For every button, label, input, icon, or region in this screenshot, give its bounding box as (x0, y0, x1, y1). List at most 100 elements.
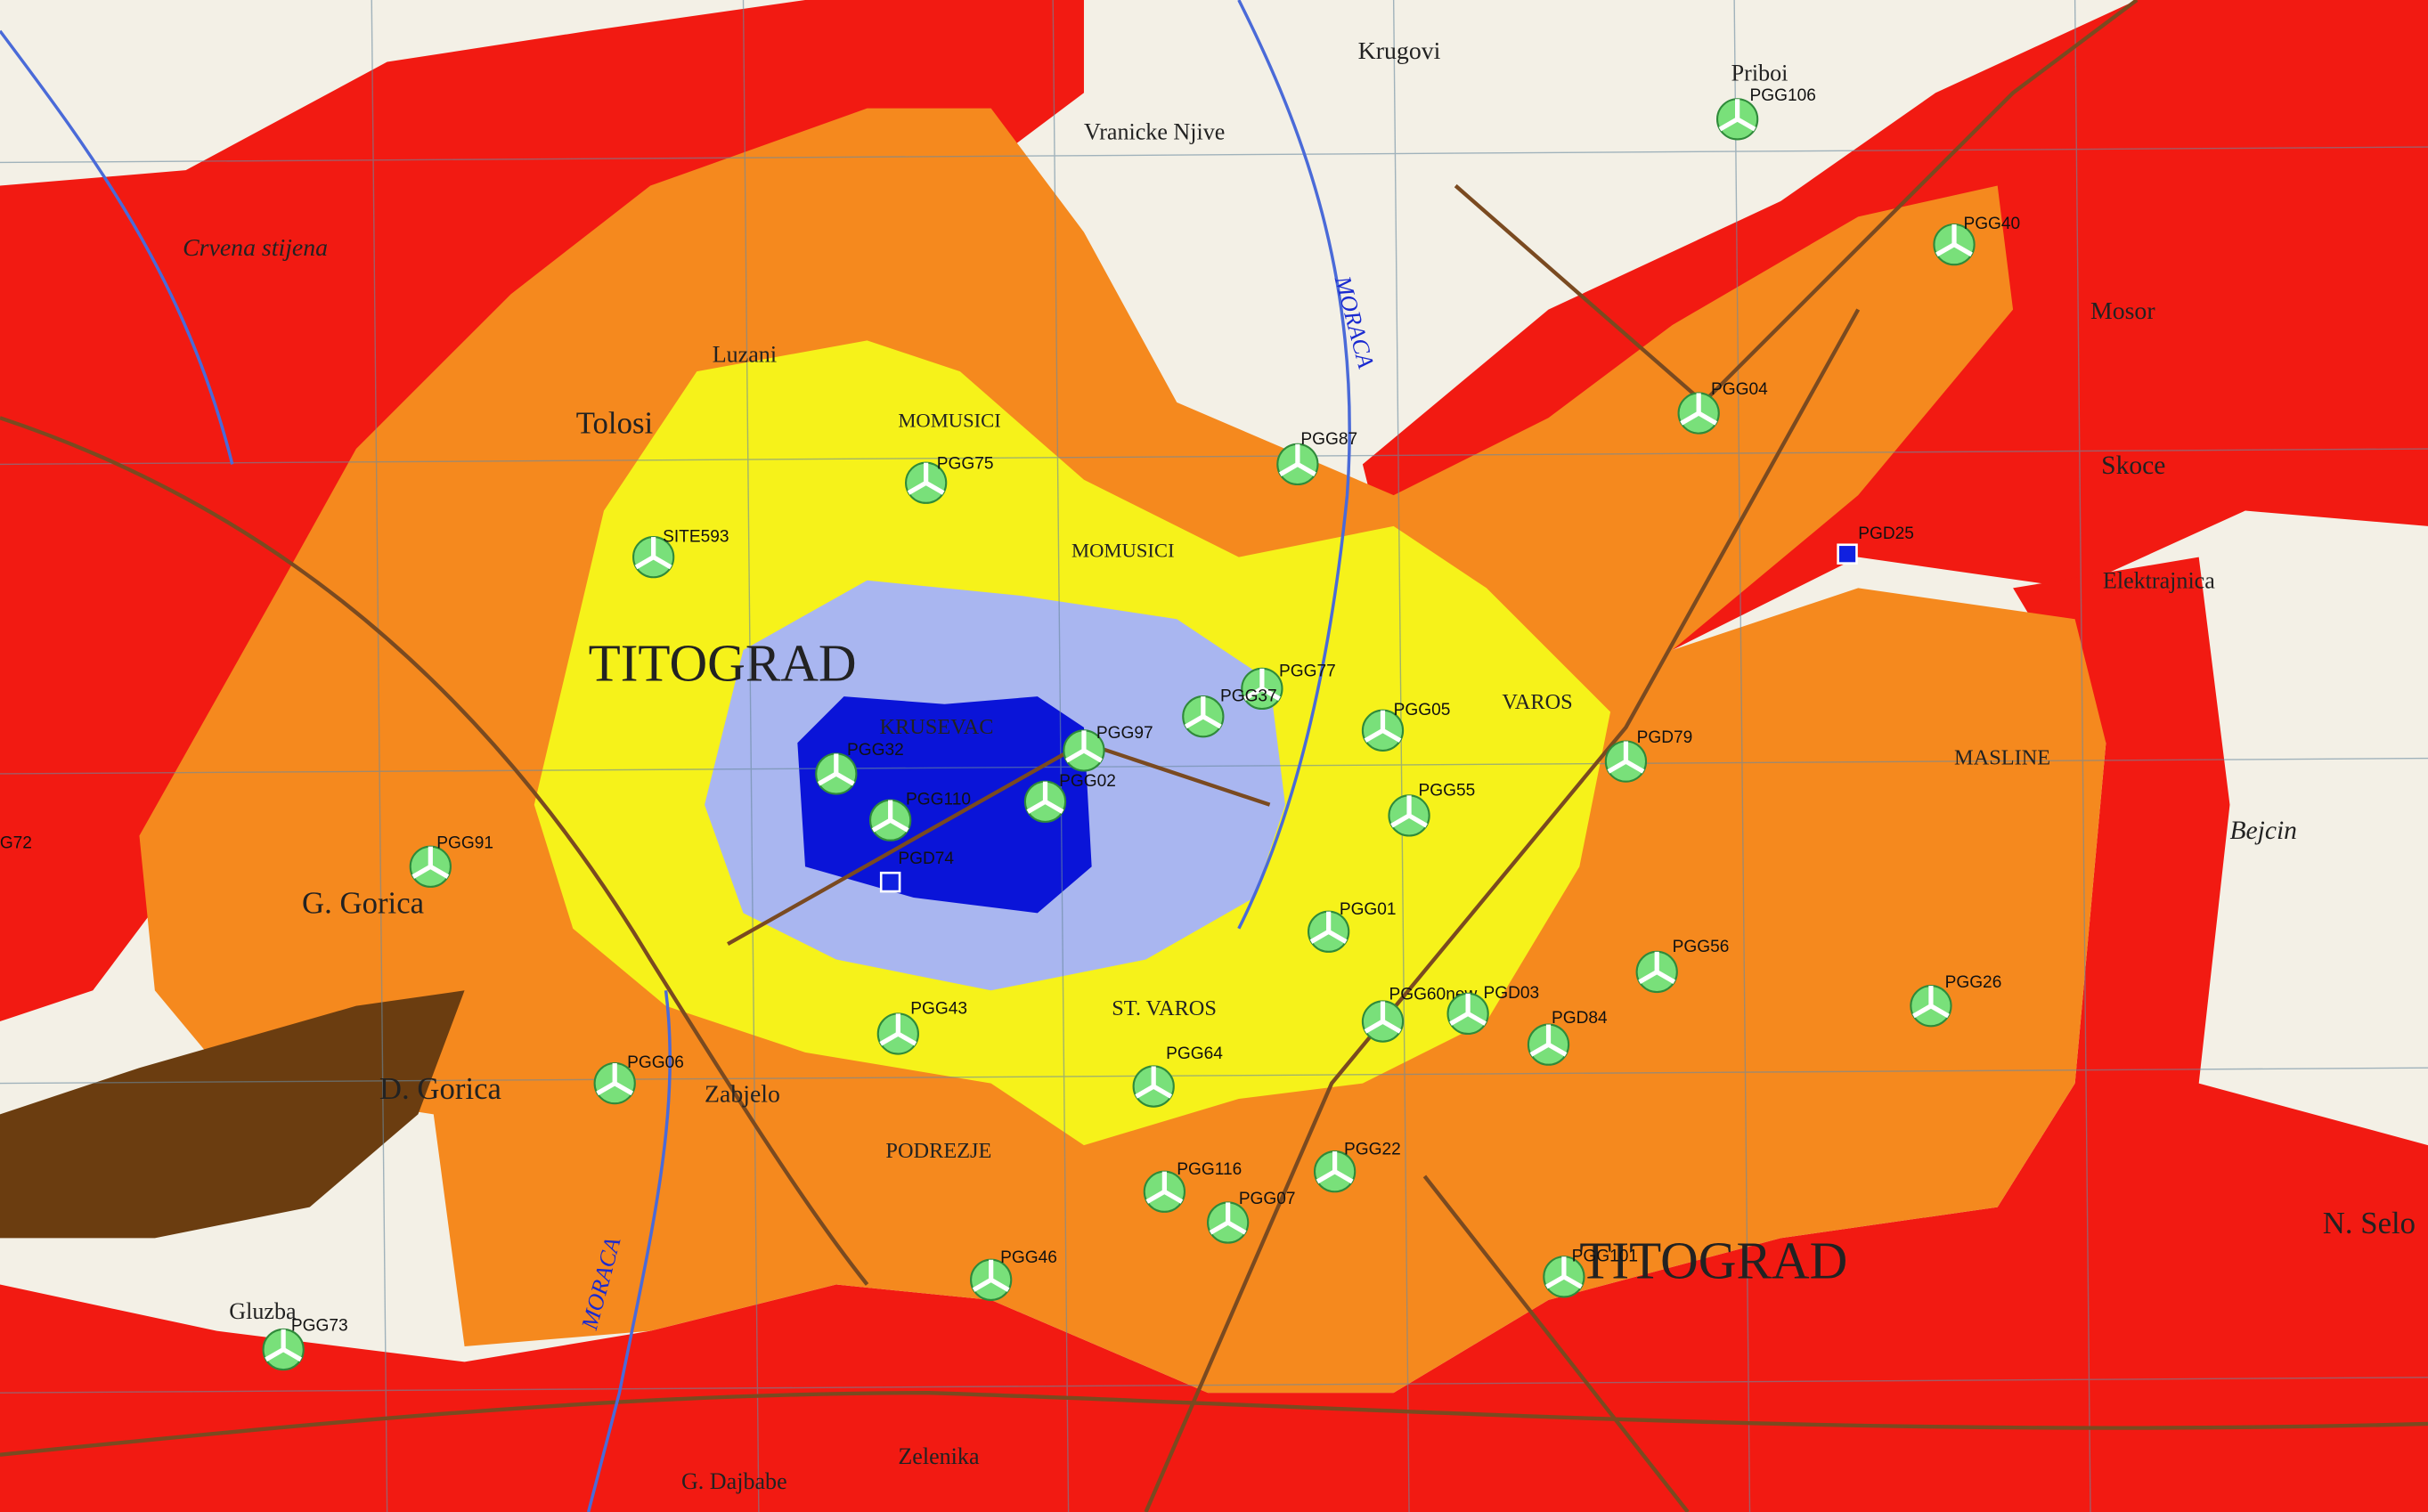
site-sector (1562, 1274, 1583, 1289)
site-sector (1243, 687, 1264, 701)
site-label: PGG04 (1711, 380, 1768, 399)
place-name: MASLINE (1954, 746, 2050, 770)
site-marker: PGG02 (1023, 772, 1116, 823)
site-sector (897, 1031, 917, 1046)
site-sector (1135, 1084, 1155, 1099)
site-sector (907, 480, 927, 495)
site-sector (1625, 759, 1645, 774)
site-marker: PGG64 (1132, 1045, 1223, 1108)
place-name: G. Gorica (302, 885, 424, 920)
place-name: Gluzba (229, 1298, 297, 1324)
place-name: PODREZJE (885, 1139, 991, 1163)
site-sector (265, 1347, 285, 1362)
site-marker: PGG91 (409, 833, 493, 888)
site-marker: PGG110 (869, 791, 971, 841)
place-name: Tolosi (576, 406, 653, 441)
site-sector (1026, 800, 1047, 814)
site-marker: PGG46 (970, 1248, 1057, 1301)
site-marker: PGD74 (879, 849, 954, 893)
site-label: PGG73 (291, 1317, 348, 1336)
site-label: PGD03 (1484, 984, 1540, 1003)
site-marker: SITE593 (632, 527, 729, 579)
place-name: KRUSEVAC (879, 715, 993, 739)
site-marker: PGG01 (1308, 900, 1397, 953)
site-label: PGG07 (1239, 1190, 1296, 1208)
site-sector (1952, 242, 1973, 257)
site-sector (1638, 970, 1658, 985)
site-marker: PGG43 (876, 999, 967, 1055)
site-marker: PGG37 (1182, 687, 1277, 738)
site-sector (1466, 1012, 1487, 1026)
place-name: ST. VAROS (1112, 996, 1217, 1020)
site-sector (1296, 462, 1316, 476)
site-label: PGG46 (1000, 1248, 1057, 1267)
site-sector (1381, 728, 1402, 743)
place-name: D. Gorica (379, 1071, 501, 1106)
site-sector (634, 555, 655, 570)
site-sector (1065, 748, 1086, 763)
site-label: PGG75 (937, 455, 994, 474)
site-label: PGG32 (847, 741, 904, 760)
site-marker: PGD79 (1604, 728, 1692, 783)
sites: PGG106 PGG40 PGG04 PGG87 PGG75 SITE593 PGD25 PG… (0, 86, 2020, 1371)
site-sector (1912, 1004, 1933, 1019)
site-marker: PGD03 (1446, 984, 1540, 1036)
site-sector (1390, 813, 1411, 828)
site-label: PGG87 (1300, 430, 1357, 449)
site-label: PGG01 (1340, 900, 1397, 919)
site-marker: PGG73 (262, 1317, 348, 1371)
site-label: PGG91 (436, 833, 493, 852)
site-label: PGG101 (1572, 1247, 1638, 1265)
coverage-dark-blue (797, 696, 1092, 914)
site-marker: PGG75 (904, 455, 994, 504)
place-name: MOMUSICI (1071, 540, 1174, 562)
site-sector (1697, 411, 1718, 426)
site-marker: PGG101 (1543, 1247, 1638, 1298)
place-name: TITOGRAD (589, 634, 857, 693)
rivers (0, 0, 1351, 1512)
site-sector (1381, 1019, 1402, 1034)
site-label: PGG55 (1418, 781, 1475, 800)
site-sector (1333, 1169, 1354, 1184)
site-label: PGG110 (906, 791, 971, 809)
site-sector (1935, 242, 1956, 257)
place-name: Krugovi (1358, 37, 1441, 65)
place-name: Crvena stijena (183, 234, 328, 262)
site-marker: PGG07 (1207, 1190, 1296, 1244)
site-sector (281, 1347, 303, 1362)
place-name: Elektrajnica (2103, 567, 2215, 593)
site-sector (1226, 1220, 1247, 1235)
place-name: Mosor (2090, 297, 2155, 325)
site-sector (925, 480, 945, 495)
site-marker: PGG26 (1910, 973, 2002, 1028)
site-marker: PGG87 (1276, 430, 1357, 486)
site-label: PGG37 (1220, 687, 1277, 705)
site-icon (879, 871, 901, 893)
site-marker: PGD84 (1527, 1009, 1608, 1066)
site-sector (871, 817, 892, 833)
site-marker: PGG32 (815, 741, 904, 795)
site-sector (1407, 813, 1428, 828)
site-sector (972, 1278, 992, 1292)
site-label: PGG02 (1059, 772, 1116, 791)
site-sector (1145, 1189, 1166, 1204)
site-sector (1680, 411, 1700, 426)
site-label: PGG26 (1945, 973, 2002, 992)
place-name: Luzani (713, 342, 777, 368)
site-sector (835, 771, 855, 786)
site-sector (879, 1031, 900, 1046)
site-sector (817, 771, 838, 786)
site-label: PGD74 (898, 849, 954, 868)
site-label: PGG40 (1963, 215, 2020, 233)
site-marker: PGG116 (1143, 1160, 1242, 1213)
site-sector (1655, 970, 1676, 985)
site-label: PGG22 (1344, 1141, 1401, 1159)
site-marker: PGG05 (1361, 701, 1450, 752)
site-label: PGG43 (910, 999, 967, 1018)
site-sector (1202, 714, 1222, 729)
site-label: PGG97 (1096, 724, 1153, 743)
site-sector (990, 1278, 1010, 1292)
site-sector (613, 1081, 634, 1096)
site-label: PGG72 (0, 833, 32, 852)
